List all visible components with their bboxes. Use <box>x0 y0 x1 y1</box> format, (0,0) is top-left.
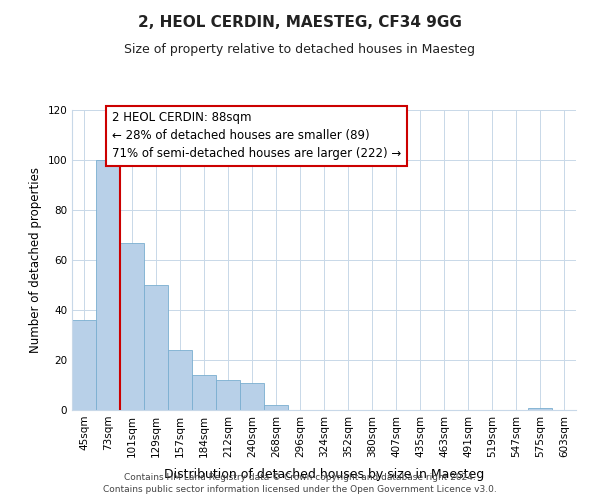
Text: Contains HM Land Registry data © Crown copyright and database right 2024.: Contains HM Land Registry data © Crown c… <box>124 473 476 482</box>
Bar <box>264 405 288 410</box>
Text: Contains public sector information licensed under the Open Government Licence v3: Contains public sector information licen… <box>103 484 497 494</box>
Bar <box>240 382 264 410</box>
Bar <box>120 242 144 410</box>
Y-axis label: Number of detached properties: Number of detached properties <box>29 167 42 353</box>
Bar <box>192 375 216 410</box>
Text: Size of property relative to detached houses in Maesteg: Size of property relative to detached ho… <box>125 42 476 56</box>
Bar <box>96 160 120 410</box>
Bar <box>144 285 168 410</box>
Text: 2 HEOL CERDIN: 88sqm
← 28% of detached houses are smaller (89)
71% of semi-detac: 2 HEOL CERDIN: 88sqm ← 28% of detached h… <box>112 112 401 160</box>
Bar <box>72 320 96 410</box>
Bar <box>528 408 552 410</box>
X-axis label: Distribution of detached houses by size in Maesteg: Distribution of detached houses by size … <box>164 468 484 481</box>
Text: 2, HEOL CERDIN, MAESTEG, CF34 9GG: 2, HEOL CERDIN, MAESTEG, CF34 9GG <box>138 15 462 30</box>
Bar <box>168 350 192 410</box>
Bar <box>216 380 240 410</box>
